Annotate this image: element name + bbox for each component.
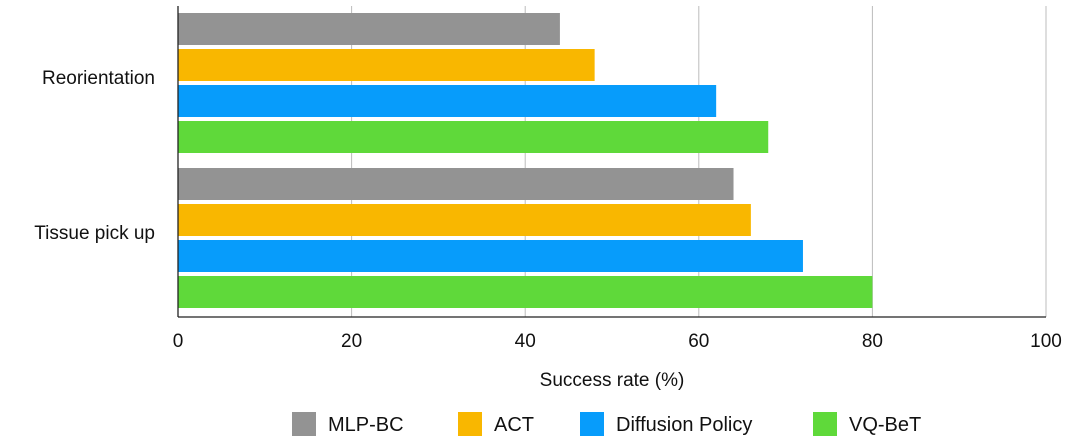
bar-act-tissue-pick-up	[178, 204, 751, 236]
bar-diffusion-policy-tissue-pick-up	[178, 240, 803, 272]
x-tick-label: 40	[515, 331, 536, 352]
x-tick-label: 20	[341, 331, 362, 352]
bars	[178, 13, 873, 308]
bar-mlp-bc-reorientation	[178, 13, 560, 45]
legend-label: VQ-BeT	[849, 414, 921, 436]
x-tick-labels: 0 20 40 60 80 100	[173, 331, 1062, 352]
bar-vq-bet-reorientation	[178, 121, 769, 153]
bar-vq-bet-tissue-pick-up	[178, 276, 873, 308]
axes	[177, 6, 1046, 318]
x-tick-label: 0	[173, 331, 184, 352]
legend-swatch	[458, 412, 482, 436]
legend: MLP-BC ACT Diffusion Policy VQ-BeT	[292, 412, 921, 436]
x-axis-title: Success rate (%)	[540, 370, 685, 391]
category-label: Tissue pick up	[34, 223, 155, 244]
bar-mlp-bc-tissue-pick-up	[178, 168, 734, 200]
category-labels: Reorientation Tissue pick up	[34, 68, 155, 244]
legend-swatch	[292, 412, 316, 436]
legend-swatch	[813, 412, 837, 436]
x-tick-label: 80	[862, 331, 883, 352]
legend-label: Diffusion Policy	[616, 414, 752, 436]
bar-act-reorientation	[178, 49, 595, 81]
x-tick-label: 60	[688, 331, 709, 352]
legend-label: ACT	[494, 414, 534, 436]
category-label: Reorientation	[42, 68, 155, 89]
legend-label: MLP-BC	[328, 414, 404, 436]
legend-swatch	[580, 412, 604, 436]
x-tick-label: 100	[1030, 331, 1062, 352]
bar-diffusion-policy-reorientation	[178, 85, 717, 117]
